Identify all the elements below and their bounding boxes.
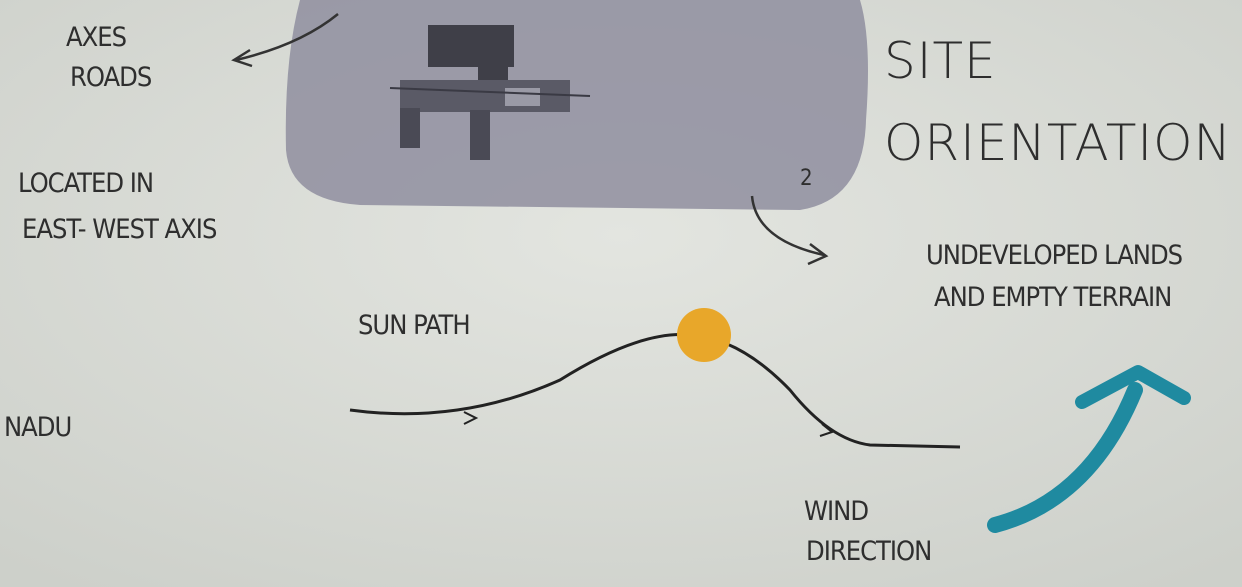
note: SUN PATH — [358, 310, 470, 341]
note: WIND — [804, 496, 868, 527]
note: EAST- WEST AXIS — [22, 214, 217, 245]
sun — [677, 308, 731, 362]
note: AXES — [66, 22, 127, 53]
note: UNDEVELOPED LANDS — [926, 240, 1183, 271]
note: NADU — [4, 412, 71, 443]
note: DIRECTION — [806, 536, 931, 567]
map-label: 2 — [800, 166, 813, 191]
heading: SITE — [884, 32, 997, 90]
sketch: 2 SITE ORIENTATION AXES ROADS LOCATED IN… — [0, 0, 1242, 587]
page: 2 SITE ORIENTATION AXES ROADS LOCATED IN… — [0, 0, 1242, 587]
site-map — [286, 0, 868, 210]
note: ROADS — [70, 62, 152, 93]
note: LOCATED IN — [18, 168, 153, 199]
heading: ORIENTATION — [884, 114, 1232, 172]
note: AND EMPTY TERRAIN — [934, 282, 1171, 313]
